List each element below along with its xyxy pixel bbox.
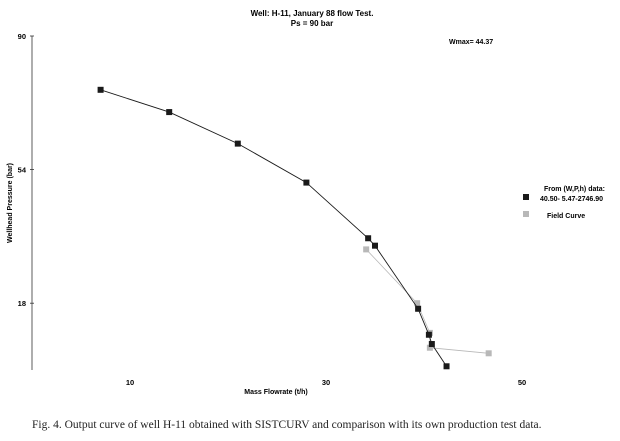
data-point [426, 344, 433, 351]
data-point [234, 140, 241, 147]
legend: From (W,P,h) data: 40.50- 5.47-2746.90 F… [523, 186, 605, 220]
data-point [303, 179, 310, 186]
data-point [372, 242, 378, 249]
y-ticks: 18 54 90 [18, 32, 34, 308]
data-point [485, 350, 492, 357]
chart-title: Well: H-11, January 88 flow Test. [251, 9, 374, 18]
chart-subtitle: Ps = 90 bar [291, 19, 333, 28]
data-point [415, 305, 422, 312]
y-tick-label: 90 [18, 32, 26, 41]
y-tick-label: 18 [18, 299, 26, 308]
data-point [428, 341, 435, 348]
x-tick-label: 10 [126, 378, 134, 387]
x-tick-label: 30 [322, 378, 330, 387]
series-layer [97, 86, 492, 370]
data-point [443, 363, 450, 370]
x-tick-label: 50 [518, 378, 526, 387]
data-point [97, 86, 104, 93]
data-point [166, 109, 173, 116]
y-axis-label: Wellhead Pressure (bar) [7, 163, 14, 243]
series-line [100, 89, 447, 367]
data-point [363, 246, 370, 253]
figure-caption: Fig. 4. Output curve of well H-11 obtain… [32, 419, 542, 431]
series-model [97, 86, 450, 370]
data-point [365, 235, 372, 242]
series-field-curve [363, 246, 492, 357]
data-point [425, 331, 432, 338]
y-tick-label: 54 [18, 166, 27, 175]
legend-marker-model [523, 194, 529, 200]
legend-field-label: Field Curve [547, 213, 585, 220]
x-axis-label: Mass Flowrate (t/h) [244, 389, 307, 396]
legend-model-line2: 40.50- 5.47-2746.90 [540, 196, 603, 203]
legend-marker-field [523, 211, 529, 217]
legend-model-line1: From (W,P,h) data: [544, 186, 605, 193]
x-ticks: 10 30 50 [126, 378, 526, 387]
data-point [414, 300, 421, 307]
wmax-annotation: Wmax= 44.37 [449, 39, 493, 46]
